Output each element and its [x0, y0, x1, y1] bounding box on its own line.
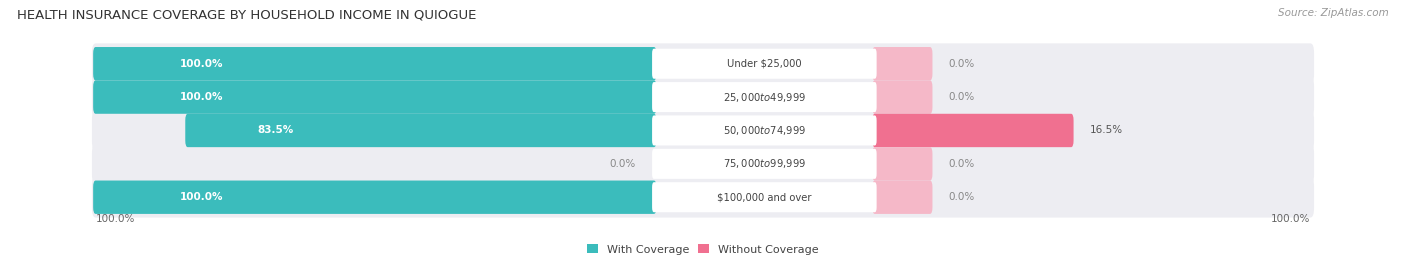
FancyBboxPatch shape: [872, 47, 932, 80]
Text: $25,000 to $49,999: $25,000 to $49,999: [723, 91, 806, 104]
FancyBboxPatch shape: [91, 143, 1315, 184]
Text: Under $25,000: Under $25,000: [727, 59, 801, 69]
FancyBboxPatch shape: [872, 180, 932, 214]
FancyBboxPatch shape: [652, 82, 876, 112]
FancyBboxPatch shape: [872, 147, 932, 180]
FancyBboxPatch shape: [91, 177, 1315, 218]
Text: 0.0%: 0.0%: [949, 192, 974, 202]
Text: $50,000 to $74,999: $50,000 to $74,999: [723, 124, 806, 137]
Text: HEALTH INSURANCE COVERAGE BY HOUSEHOLD INCOME IN QUIOGUE: HEALTH INSURANCE COVERAGE BY HOUSEHOLD I…: [17, 8, 477, 21]
FancyBboxPatch shape: [872, 114, 1074, 147]
Text: 0.0%: 0.0%: [949, 92, 974, 102]
FancyBboxPatch shape: [652, 149, 876, 179]
FancyBboxPatch shape: [186, 114, 657, 147]
Text: 100.0%: 100.0%: [180, 59, 224, 69]
Text: $100,000 and over: $100,000 and over: [717, 192, 811, 202]
Text: 100.0%: 100.0%: [1271, 214, 1310, 224]
FancyBboxPatch shape: [93, 80, 657, 114]
Text: $75,000 to $99,999: $75,000 to $99,999: [723, 157, 806, 170]
FancyBboxPatch shape: [91, 77, 1315, 118]
FancyBboxPatch shape: [872, 80, 932, 114]
FancyBboxPatch shape: [93, 180, 657, 214]
FancyBboxPatch shape: [91, 110, 1315, 151]
Text: 0.0%: 0.0%: [949, 59, 974, 69]
Legend: With Coverage, Without Coverage: With Coverage, Without Coverage: [588, 245, 818, 255]
Text: 0.0%: 0.0%: [609, 159, 636, 169]
Text: 100.0%: 100.0%: [180, 92, 224, 102]
FancyBboxPatch shape: [91, 43, 1315, 84]
Text: 0.0%: 0.0%: [949, 159, 974, 169]
Text: 16.5%: 16.5%: [1090, 125, 1122, 136]
FancyBboxPatch shape: [652, 49, 876, 79]
Text: 83.5%: 83.5%: [257, 125, 294, 136]
Text: 100.0%: 100.0%: [180, 192, 224, 202]
FancyBboxPatch shape: [93, 47, 657, 80]
FancyBboxPatch shape: [652, 182, 876, 212]
Text: Source: ZipAtlas.com: Source: ZipAtlas.com: [1278, 8, 1389, 18]
Text: 100.0%: 100.0%: [96, 214, 135, 224]
FancyBboxPatch shape: [652, 115, 876, 146]
